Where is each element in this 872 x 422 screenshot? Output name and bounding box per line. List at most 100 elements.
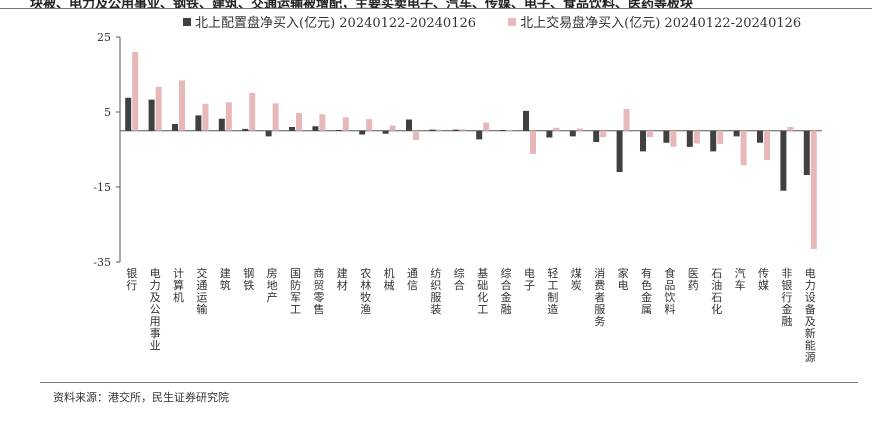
bar-series-2: [764, 130, 770, 160]
bar-series-1: [195, 115, 202, 131]
bar-series-1: [546, 130, 553, 138]
x-category-label: 交通运输: [196, 266, 207, 316]
bar-series-2: [366, 119, 373, 131]
bar-series-2: [225, 102, 232, 131]
bar-series-2: [623, 109, 630, 131]
bar-series-2: [810, 130, 817, 249]
x-category-label: 家电: [618, 266, 629, 292]
x-category-label: 基础化工: [477, 267, 488, 316]
source-note: 资料来源：港交所，民生证券研究院: [53, 391, 229, 404]
bar-series-2: [272, 103, 279, 131]
bar-series-1: [125, 97, 132, 131]
x-category-label: 食品饮料: [664, 266, 675, 316]
bar-series-2: [132, 52, 139, 131]
bar-series-1: [757, 130, 763, 143]
bar-series-1: [640, 130, 646, 152]
bar-series-2: [693, 130, 700, 144]
bar-series-1: [569, 130, 576, 137]
bar-series-1: [265, 130, 272, 137]
bar-series-2: [670, 130, 677, 147]
x-category-label: 通信: [407, 267, 418, 292]
bar-series-1: [172, 124, 178, 131]
bottom-divider: [40, 382, 858, 383]
bar-series-2: [553, 127, 560, 131]
bar-series-1: [499, 130, 506, 131]
bar-series-1: [406, 119, 412, 131]
chart-legend: 北上配置盘净买入(亿元) 20240122-20240126 北上交易盘净买入(…: [183, 12, 829, 31]
x-category-label: 建筑: [220, 266, 231, 292]
y-tick-label: 5: [104, 106, 111, 119]
bar-series-2: [389, 125, 396, 131]
x-category-label: 电力及公用事业: [150, 267, 161, 352]
x-category-label: 综合: [454, 266, 465, 292]
bar-series-2: [787, 127, 794, 131]
bar-series-1: [733, 130, 740, 137]
x-category-label: 计算机: [173, 267, 184, 304]
bar-series-1: [429, 129, 436, 131]
bar-series-1: [359, 130, 366, 135]
legend-label-series-1: 北上配置盘净买入(亿元) 20240122-20240126: [195, 16, 477, 31]
bar-series-2: [179, 80, 185, 131]
x-category-label: 钢铁: [243, 267, 254, 292]
bar-series-1: [476, 130, 483, 140]
bar-series-2: [717, 130, 724, 144]
bar-series-2: [576, 128, 583, 131]
x-category-label: 商贸零售: [313, 266, 324, 316]
bar-series-1: [382, 130, 389, 134]
bar-series-2: [600, 130, 607, 138]
bar-series-2: [506, 130, 513, 131]
x-category-label: 消费者服务: [594, 266, 605, 328]
x-category-label: 电力设备及新能源: [805, 267, 816, 364]
bar-series-1: [686, 130, 693, 147]
bar-series-1: [523, 110, 529, 131]
x-category-label: 轻工制造: [547, 266, 558, 316]
bar-series-1: [780, 130, 787, 191]
bar-series-1: [335, 130, 342, 131]
bar-series-2: [530, 130, 536, 154]
x-category-label: 非银行金融: [781, 267, 792, 328]
bar-series-1: [289, 127, 295, 131]
x-category-label: 有色金属: [641, 266, 652, 316]
bar-series-2: [436, 129, 443, 131]
legend-item-series-1: 北上配置盘净买入(亿元) 20240122-20240126: [183, 12, 476, 31]
legend-label-series-2: 北上交易盘净买入(亿元) 20240122-20240126: [520, 16, 802, 31]
x-category-label: 汽车: [735, 266, 746, 292]
x-category-label: 机械: [384, 266, 395, 292]
x-category-label: 石油石化: [711, 267, 722, 316]
top-divider: [0, 8, 872, 9]
x-category-label: 传媒: [758, 267, 769, 292]
bar-series-1: [663, 130, 670, 143]
bar-series-1: [312, 126, 319, 131]
x-category-label: 房地产: [267, 267, 278, 304]
bar-series-1: [452, 129, 459, 131]
legend-swatch-series-1: [183, 18, 191, 26]
x-category-label: 建材: [337, 266, 348, 292]
bar-series-2: [342, 117, 349, 131]
bar-series-2: [155, 86, 162, 131]
legend-item-series-2: 北上交易盘净买入(亿元) 20240122-20240126: [508, 12, 801, 31]
bar-series-2: [647, 130, 653, 138]
x-category-label: 煤炭: [571, 267, 582, 292]
bar-series-2: [319, 114, 326, 131]
page-title-partial: 块被、电力及公用事业、钢铁、建筑、交通运输被增配，主要买卖电子、汽车、传媒、电子…: [30, 0, 694, 9]
bar-series-2: [296, 113, 302, 131]
bar-series-2: [459, 129, 466, 131]
y-tick-label: -35: [93, 256, 111, 269]
x-category-label: 电子: [524, 267, 535, 292]
x-category-label: 国防军工: [290, 267, 301, 316]
x-category-label: 银行: [126, 266, 137, 292]
page-title-banner: 块被、电力及公用事业、钢铁、建筑、交通运输被增配，主要买卖电子、汽车、传媒、电子…: [0, 0, 872, 9]
x-category-label: 综合金融: [501, 266, 512, 316]
bar-series-1: [242, 128, 249, 131]
bar-series-1: [218, 118, 225, 131]
bar-series-1: [593, 130, 600, 142]
bar-series-2: [202, 103, 209, 131]
y-tick-label: 25: [97, 31, 111, 44]
legend-swatch-series-2: [508, 18, 517, 26]
y-tick-label: -15: [93, 181, 111, 194]
bar-series-2: [413, 130, 419, 141]
bar-series-1: [148, 99, 155, 131]
bar-series-2: [249, 92, 256, 131]
x-category-label: 纺织服装: [430, 266, 441, 316]
